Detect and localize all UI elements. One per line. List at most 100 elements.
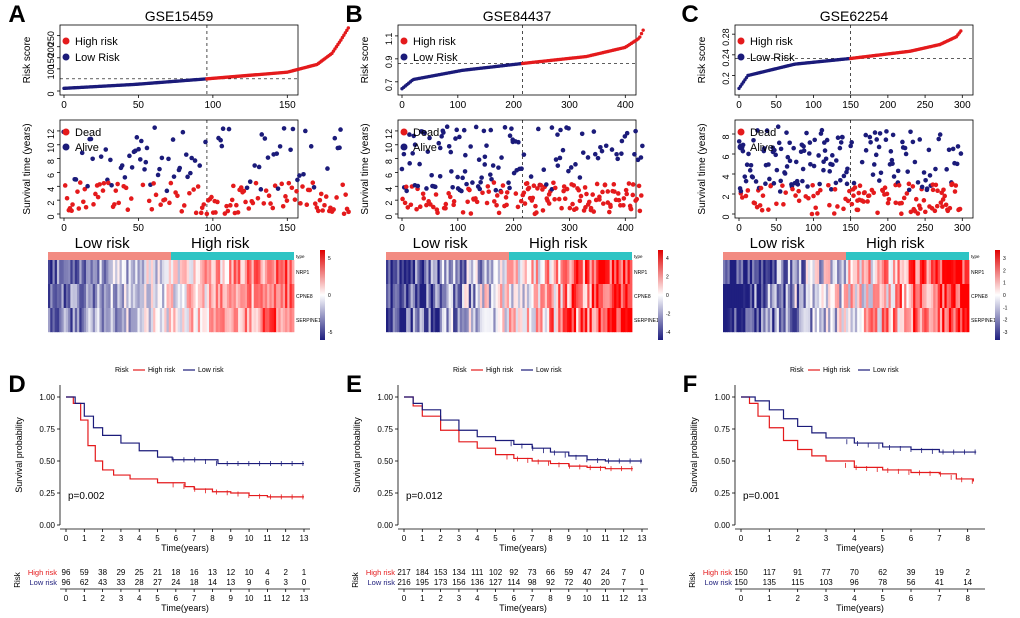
heatmap-cell <box>524 308 528 333</box>
survival-point <box>585 155 591 160</box>
heatmap-cell <box>772 308 775 333</box>
risk-count-high: 77 <box>822 568 831 577</box>
scale-tick-label: 4 <box>666 256 669 262</box>
heatmap-cell <box>819 284 822 309</box>
heatmap-cell <box>386 260 389 285</box>
heatmap-cell <box>121 284 125 309</box>
heatmap-cell <box>394 284 398 309</box>
heatmap-cell <box>558 308 561 333</box>
heatmap-cell <box>560 260 564 285</box>
risk-table-tick-label: 0 <box>64 594 69 603</box>
survival-point <box>862 190 867 195</box>
heatmap-cell <box>623 260 626 285</box>
survival-point <box>936 136 942 142</box>
gene-label: CPNE8 <box>634 294 651 300</box>
km-x-tick-label: 1 <box>420 534 425 543</box>
survival-point <box>431 204 436 210</box>
heatmap-cell <box>834 260 838 285</box>
heatmap-cell <box>511 284 514 309</box>
survival-point <box>140 182 146 188</box>
survival-point <box>923 177 928 183</box>
risk-count-low: 135 <box>763 578 777 587</box>
survival-point <box>62 183 68 188</box>
x-tick-label: 0 <box>399 100 405 111</box>
heatmap-cell <box>763 284 766 309</box>
heatmap-cell <box>137 260 141 285</box>
heatmap-cell <box>215 308 219 333</box>
heatmap-cell <box>899 260 903 285</box>
heatmap-high-label: High risk <box>866 235 925 252</box>
heatmap-cell <box>453 260 456 285</box>
survival-point <box>566 168 571 174</box>
km-x-tick-label: 3 <box>119 534 124 543</box>
survival-point <box>811 163 817 169</box>
heatmap-cell <box>204 308 208 333</box>
survival-point <box>97 182 102 187</box>
survival-point <box>753 179 759 184</box>
risk-count-high: 92 <box>509 568 518 577</box>
heatmap-cell <box>807 260 811 285</box>
survival-point <box>957 206 963 212</box>
survival-point <box>516 139 521 145</box>
risk-point <box>345 28 349 33</box>
heatmap-cell <box>515 308 519 333</box>
survival-point <box>238 185 244 190</box>
heatmap-cell <box>875 308 878 333</box>
heatmap-cell <box>578 260 581 285</box>
heatmap-cell <box>743 260 746 285</box>
survival-point <box>488 172 493 177</box>
survival-point <box>552 197 557 202</box>
survival-point <box>896 182 902 188</box>
risk-table-label: Risk <box>351 571 360 588</box>
type-band-high <box>509 252 632 260</box>
heatmap-cell <box>522 308 526 333</box>
heatmap-cell <box>255 308 259 333</box>
survival-point <box>263 188 269 193</box>
survival-point <box>535 186 540 191</box>
heatmap-cell <box>475 260 479 285</box>
survival-point <box>421 196 427 201</box>
heatmap-cell <box>81 308 85 333</box>
km-y-tick-label: 0.25 <box>39 489 55 498</box>
survival-point <box>639 193 644 198</box>
heatmap-cell <box>517 284 521 309</box>
survival-point <box>76 206 82 211</box>
risk-table-x-label: Time(years) <box>499 603 547 613</box>
survival-point <box>906 181 912 187</box>
heatmap-cell <box>740 308 744 333</box>
survival-point <box>599 148 605 154</box>
heatmap-cell <box>175 260 179 285</box>
heatmap-cell <box>162 260 165 285</box>
survival-point <box>923 209 928 215</box>
heatmap-cell <box>287 308 290 333</box>
survival-point <box>558 127 563 133</box>
survival-point <box>902 145 908 151</box>
heatmap-cell <box>582 260 586 285</box>
heatmap-cell <box>470 284 474 309</box>
legend-high: High risk <box>750 36 793 48</box>
heatmap-cell <box>738 284 742 309</box>
risk-point <box>641 28 645 32</box>
scale-tick-label: -2 <box>1003 318 1008 324</box>
survival-point <box>272 183 278 188</box>
heatmap-cell <box>159 308 163 333</box>
heatmap-cell <box>805 260 809 285</box>
survival-point <box>91 202 96 207</box>
risk-count-high: 117 <box>763 568 776 577</box>
heatmap-cell <box>948 260 952 285</box>
heatmap-cell <box>870 308 874 333</box>
scale-tick-label: -3 <box>1003 330 1008 336</box>
x-tick-label: 0 <box>61 223 67 234</box>
x-tick-label: 200 <box>880 100 897 111</box>
heatmap-cell <box>401 284 405 309</box>
risk-count-high: 24 <box>601 568 610 577</box>
heatmap-cell <box>61 260 65 285</box>
heatmap-cell <box>81 284 85 309</box>
heatmap-cell <box>781 284 784 309</box>
heatmap-cell <box>195 260 199 285</box>
survival-point <box>290 126 296 132</box>
risk-count-high: 0 <box>640 568 645 577</box>
heatmap-cell <box>810 260 813 285</box>
km-y-tick-label: 0.00 <box>714 521 730 530</box>
survival-point <box>782 171 788 176</box>
